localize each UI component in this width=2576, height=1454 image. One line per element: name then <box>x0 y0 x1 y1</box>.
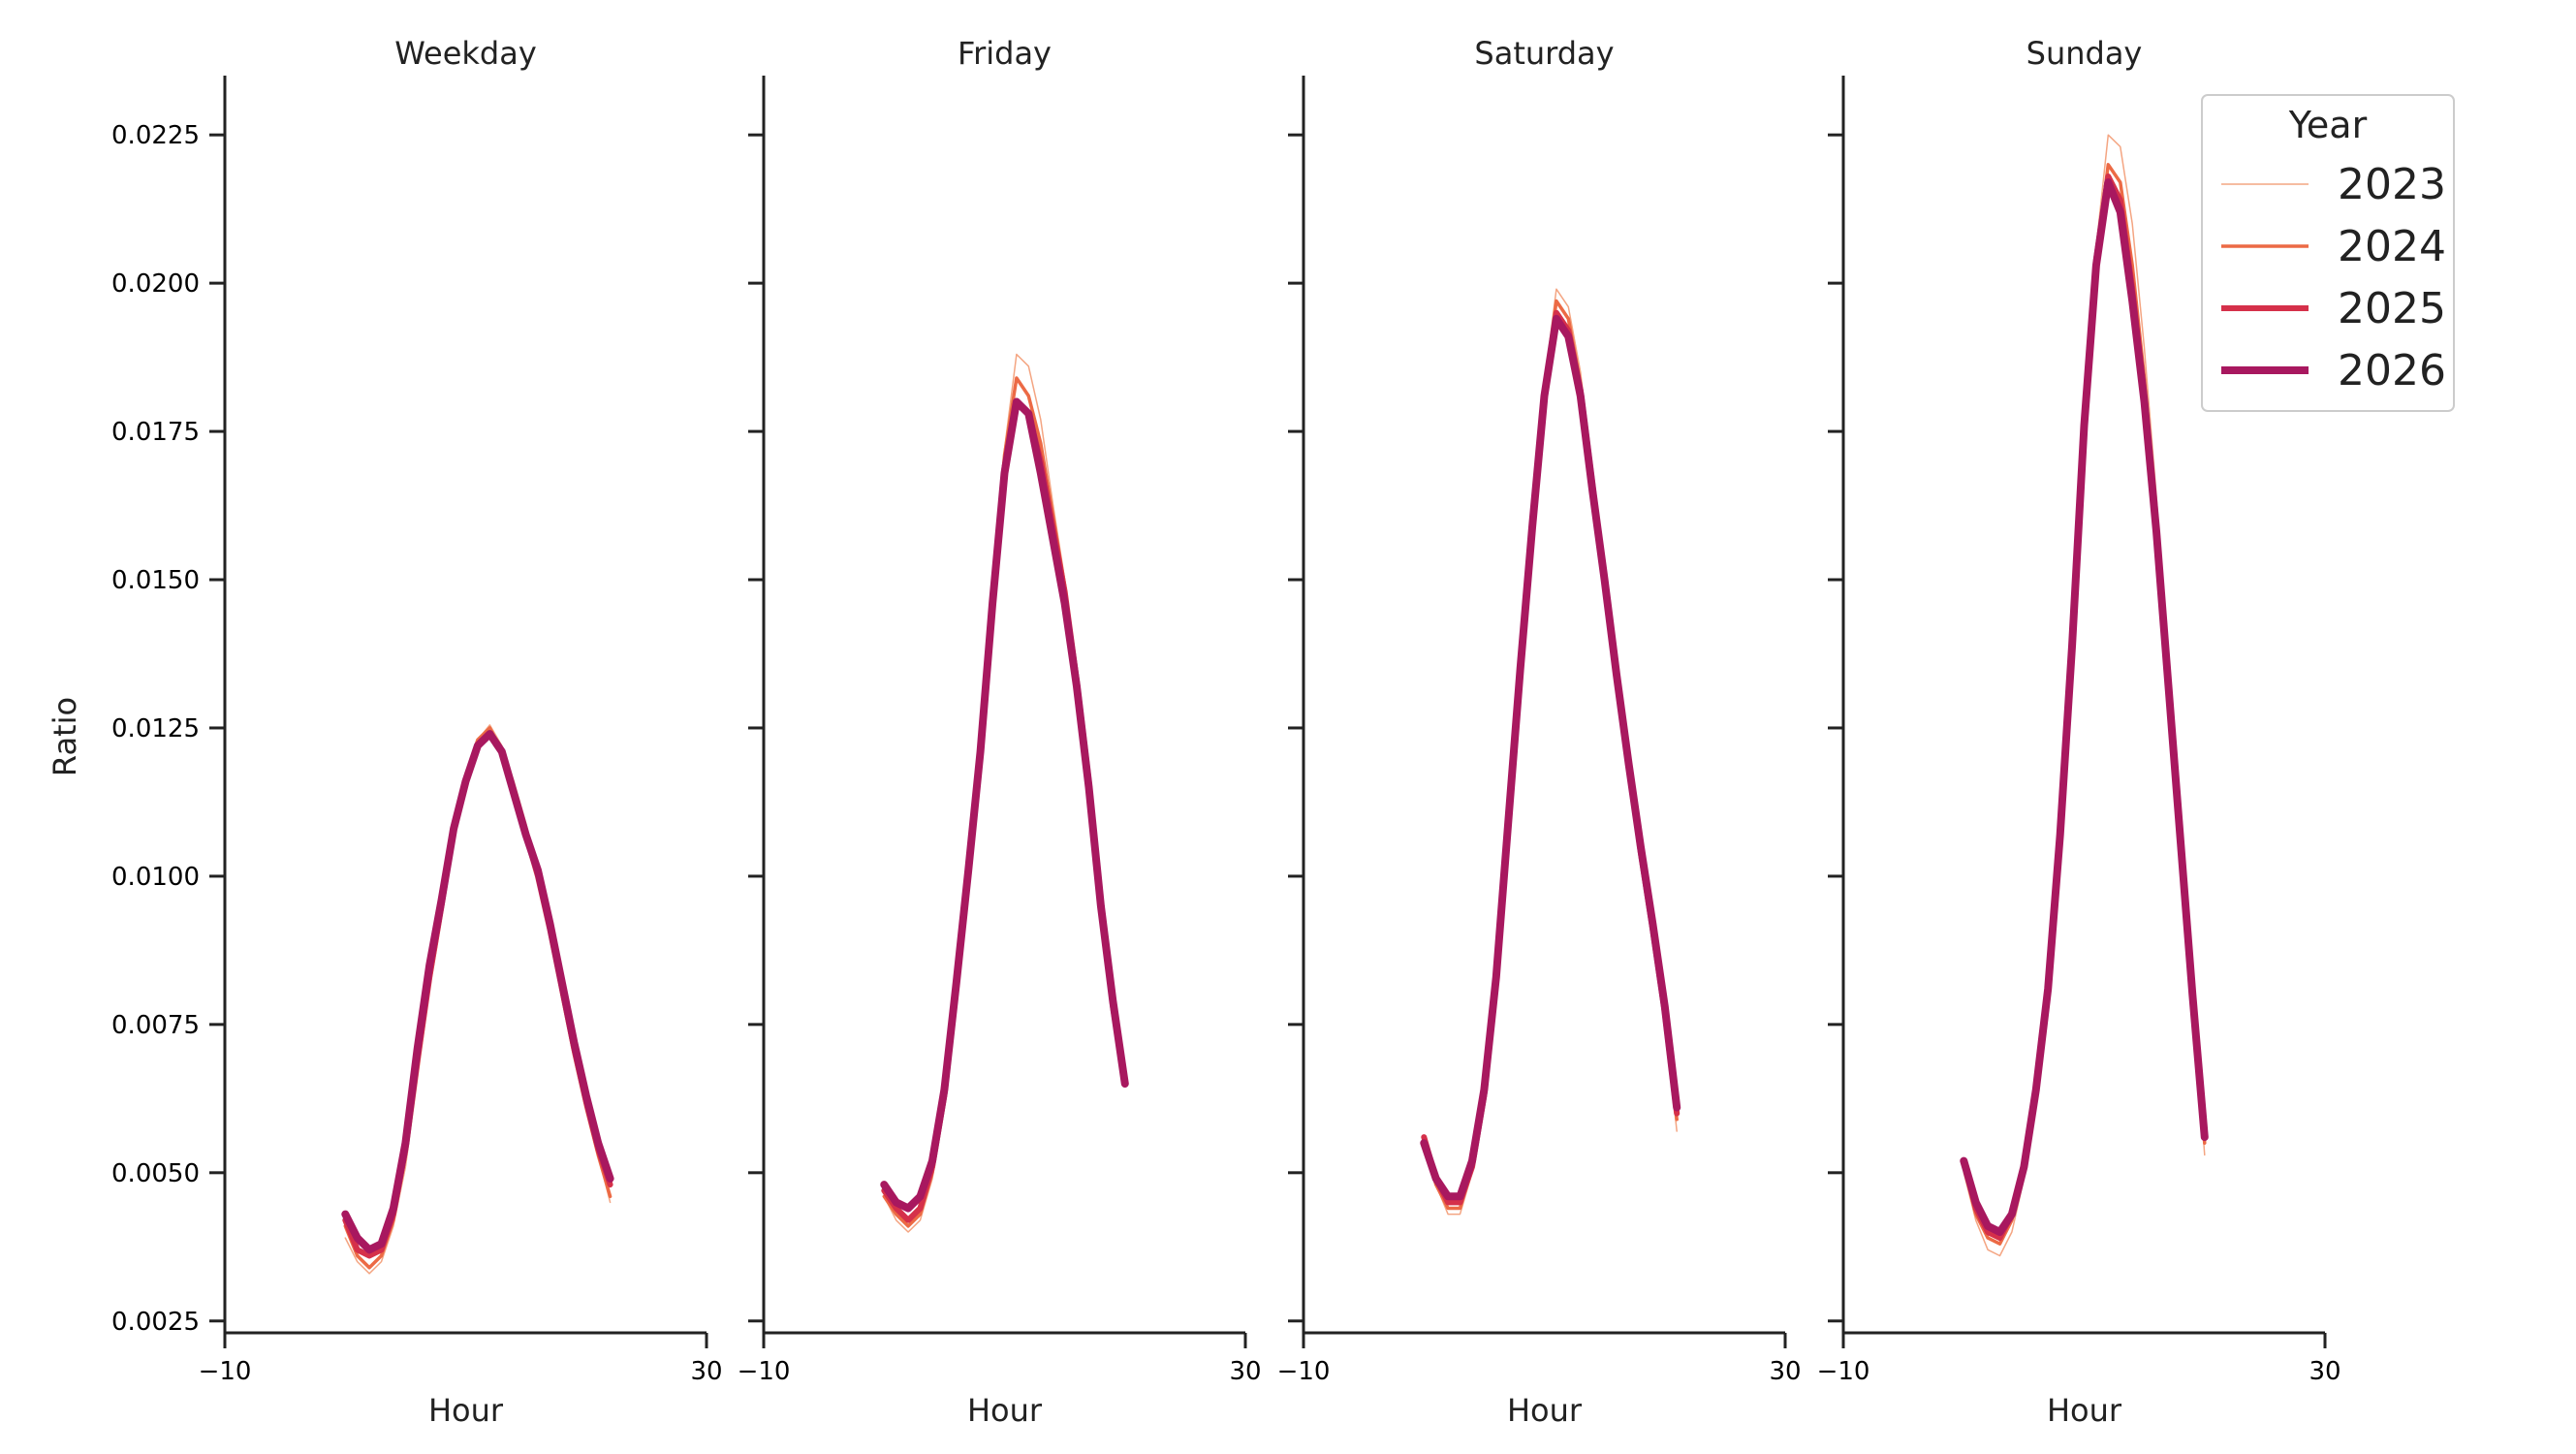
x-tick-label: 30 <box>690 1357 722 1386</box>
y-tick-label: 0.0100 <box>111 863 200 892</box>
series-line-2025 <box>342 731 613 1259</box>
legend-label: 2025 <box>2338 284 2446 333</box>
series-line-2026 <box>880 397 1129 1213</box>
y-axis-title: Ratio <box>47 697 83 776</box>
y-tick-label: 0.0075 <box>111 1011 200 1040</box>
panel-title: Weekday <box>394 35 537 72</box>
y-tick-label: 0.0050 <box>111 1159 200 1188</box>
y-tick-label: 0.0175 <box>111 418 200 447</box>
legend: Year 2023 2024 2025 2026 <box>2201 94 2455 412</box>
x-tick-label: −10 <box>1277 1357 1331 1386</box>
x-tick-label: −10 <box>199 1357 252 1386</box>
series-line-2024 <box>1422 299 1679 1211</box>
panel-title: Saturday <box>1474 35 1614 72</box>
y-tick-label: 0.0150 <box>111 566 200 595</box>
x-tick-label: 30 <box>2309 1357 2340 1386</box>
y-tick-label: 0.0200 <box>111 269 200 299</box>
panel-friday: Friday −10 30 Hour <box>738 35 1262 1429</box>
panel-saturday: Saturday −10 30 Hour <box>1277 35 1802 1429</box>
series-line-2024 <box>343 726 613 1270</box>
legend-label: 2026 <box>2338 346 2446 395</box>
y-tick-label: 0.0025 <box>111 1308 200 1337</box>
series-line-2023 <box>1423 288 1678 1216</box>
legend-label: 2023 <box>2338 160 2446 209</box>
legend-frame <box>2201 94 2455 412</box>
series-line-2026 <box>1960 178 2209 1236</box>
series-line-2025 <box>1421 309 1681 1206</box>
x-axis-title: Hour <box>967 1392 1043 1429</box>
legend-title: Year <box>2288 104 2368 146</box>
x-axis-title: Hour <box>2047 1392 2122 1429</box>
panels-layer: Weekday 0.0025 0.0050 0.0075 0.0100 0.0125 0.0… <box>111 35 2341 1429</box>
x-tick-label: 30 <box>1769 1357 1801 1386</box>
x-axis-title: Hour <box>428 1392 504 1429</box>
y-tick-label: 0.0125 <box>111 714 200 743</box>
series-line-2026 <box>1420 314 1681 1201</box>
y-tick-label: 0.0225 <box>111 121 200 150</box>
panel-title: Sunday <box>2026 35 2143 72</box>
panel-title: Friday <box>958 35 1052 72</box>
panel-sunday: Sunday −10 30 Hour <box>1817 35 2341 1429</box>
series-line-2026 <box>341 730 614 1254</box>
x-tick-label: 30 <box>1229 1357 1261 1386</box>
x-tick-label: −10 <box>1817 1357 1870 1386</box>
x-axis-title: Hour <box>1507 1392 1583 1429</box>
legend-label: 2024 <box>2338 222 2446 271</box>
series-line-2023 <box>344 724 612 1275</box>
x-tick-label: −10 <box>738 1357 791 1386</box>
panel-weekday: Weekday 0.0025 0.0050 0.0075 0.0100 0.0125 0.0… <box>111 35 723 1429</box>
